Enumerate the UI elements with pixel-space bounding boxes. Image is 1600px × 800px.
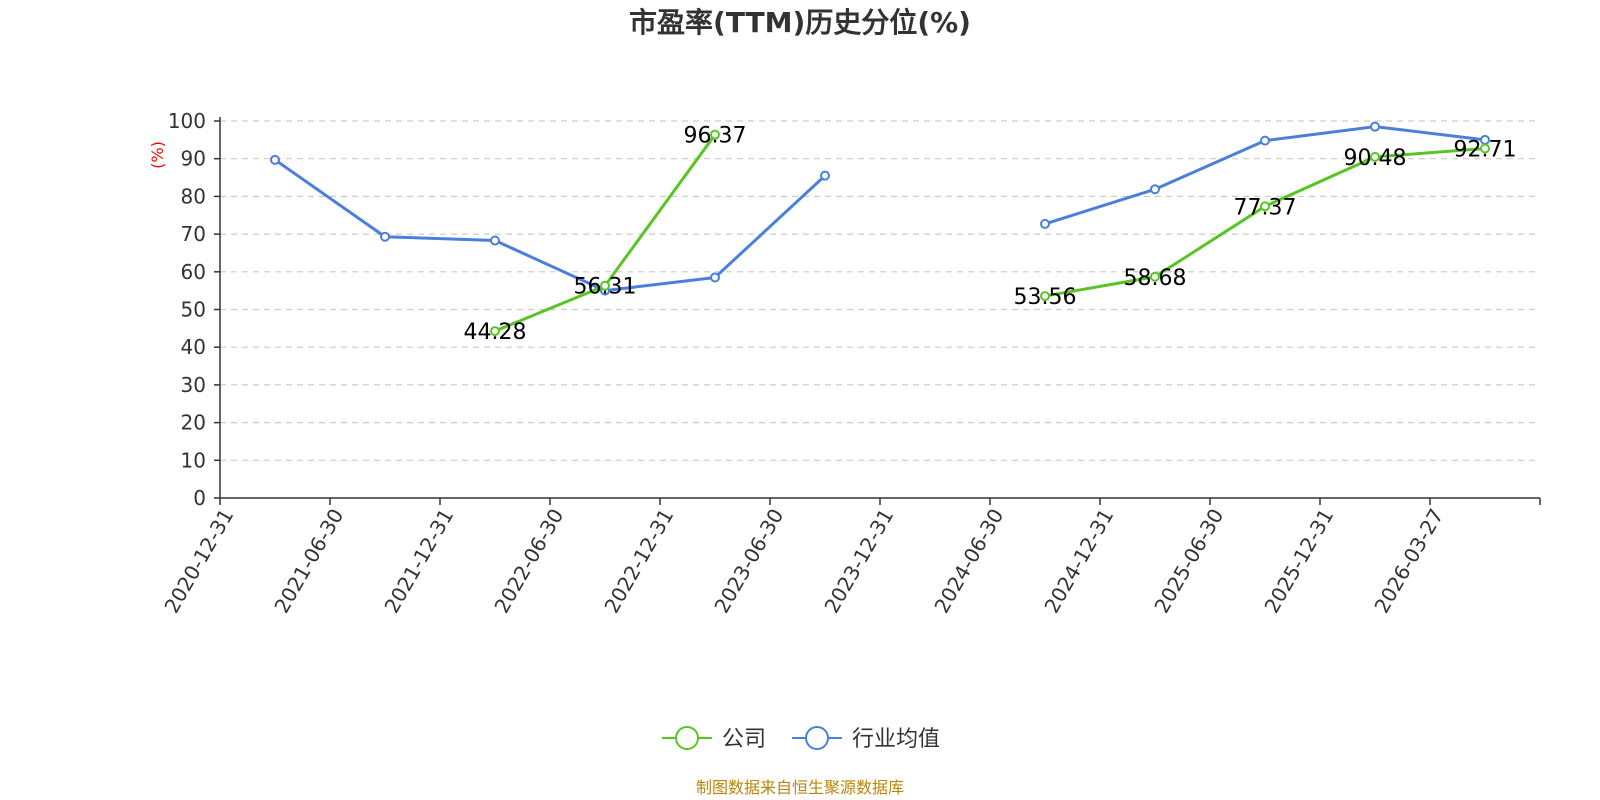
series-0-point-2021-12-31[interactable] bbox=[490, 326, 500, 337]
grid-lines bbox=[220, 120, 1540, 461]
series-0-point-2022-12-31[interactable] bbox=[710, 129, 720, 140]
y-tick-label-100: 100 bbox=[168, 109, 206, 133]
x-tick-label-2025-06-30: 2025-06-30 bbox=[1149, 505, 1228, 618]
x-tick-label-2026-03-27: 2026-03-27 bbox=[1369, 505, 1448, 618]
series-1 bbox=[270, 121, 1490, 296]
series-0-point-2026-03-27[interactable] bbox=[1480, 143, 1490, 154]
x-tick-label-2021-12-31: 2021-12-31 bbox=[379, 505, 458, 618]
data-label-2022-06-30: 56.31 bbox=[574, 275, 637, 300]
legend-item-0[interactable]: 公司 bbox=[662, 726, 766, 752]
series-1-point-2020-12-31[interactable] bbox=[270, 154, 280, 165]
x-tick-label-2024-06-30: 2024-06-30 bbox=[929, 505, 1008, 618]
series-1-point-2025-06-30[interactable] bbox=[1260, 135, 1270, 146]
x-tick-label-2023-12-31: 2023-12-31 bbox=[819, 505, 898, 618]
y-tick-label-30: 30 bbox=[181, 373, 206, 397]
legend[interactable]: 公司 行业均值 bbox=[662, 726, 940, 752]
y-tick-label-50: 50 bbox=[181, 298, 206, 322]
legend-label-1: 行业均值 bbox=[852, 727, 940, 752]
series-0-line-segment-0 bbox=[494, 133, 717, 333]
series-0-point-2025-06-30[interactable] bbox=[1260, 201, 1270, 212]
y-tick-label-60: 60 bbox=[181, 260, 206, 284]
x-tick-label-2025-12-31: 2025-12-31 bbox=[1259, 505, 1338, 618]
series-1-point-2022-12-31[interactable] bbox=[710, 272, 720, 283]
x-tick-label-2024-12-31: 2024-12-31 bbox=[1039, 505, 1118, 618]
data-label-2026-03-27: 92.71 bbox=[1454, 137, 1517, 162]
axes: 0 10 20 30 40 50 60 70 80 90 100 2020-12-31 2021-06-… bbox=[159, 109, 1541, 618]
chart-title: 市盈率(TTM)历史分位(%) bbox=[629, 6, 971, 39]
legend-item-1[interactable]: 行业均值 bbox=[792, 726, 940, 752]
data-label-2025-06-30: 77.37 bbox=[1234, 195, 1297, 220]
series-0 bbox=[490, 129, 1490, 337]
y-tick-label-80: 80 bbox=[181, 184, 206, 208]
series-1-point-2025-12-31[interactable] bbox=[1370, 121, 1380, 132]
data-label-2022-12-31: 96.37 bbox=[684, 124, 747, 149]
y-tick-label-20: 20 bbox=[181, 411, 206, 435]
y-tick-label-40: 40 bbox=[181, 335, 206, 359]
legend-marker-1 bbox=[805, 726, 829, 750]
series-1-line-segment-0 bbox=[274, 158, 827, 293]
source-note: 制图数据来自恒生聚源数据库 bbox=[696, 778, 904, 797]
y-tick-label-90: 90 bbox=[181, 147, 206, 171]
series-0-point-2022-06-30[interactable] bbox=[600, 280, 610, 291]
series-1-point-2021-06-30[interactable] bbox=[380, 231, 390, 242]
legend-label-0: 公司 bbox=[722, 727, 766, 752]
legend-marker-0 bbox=[675, 726, 699, 750]
series-1-point-2024-12-31[interactable] bbox=[1150, 184, 1160, 195]
x-tick-label-2022-06-30: 2022-06-30 bbox=[489, 505, 568, 618]
data-labels-group: 44.28 56.31 96.37 53.56 58.68 77.37 90.48 92.71 bbox=[464, 124, 1517, 345]
series-group bbox=[270, 121, 1490, 337]
series-1-point-2024-06-30[interactable] bbox=[1040, 218, 1050, 229]
data-label-2024-12-31: 58.68 bbox=[1124, 266, 1187, 291]
y-tick-label-10: 10 bbox=[181, 448, 206, 472]
series-0-point-2025-12-31[interactable] bbox=[1370, 151, 1380, 162]
x-tick-label-2022-12-31: 2022-12-31 bbox=[599, 505, 678, 618]
series-1-point-2021-12-31[interactable] bbox=[490, 235, 500, 246]
data-label-2025-12-31: 90.48 bbox=[1344, 146, 1407, 171]
series-1-point-2023-06-30[interactable] bbox=[820, 170, 830, 181]
data-label-2024-06-30: 53.56 bbox=[1014, 285, 1077, 310]
series-0-point-2024-06-30[interactable] bbox=[1040, 291, 1050, 302]
x-tick-label-2020-12-31: 2020-12-31 bbox=[159, 505, 238, 618]
series-0-point-2024-12-31[interactable] bbox=[1150, 271, 1160, 282]
series-0-line-segment-1 bbox=[1044, 146, 1486, 298]
x-tick-label-2023-06-30: 2023-06-30 bbox=[709, 505, 788, 618]
y-tick-label-70: 70 bbox=[181, 222, 206, 246]
data-label-2021-12-31: 44.28 bbox=[464, 320, 527, 345]
x-tick-label-2021-06-30: 2021-06-30 bbox=[269, 505, 348, 618]
y-axis-unit-label: (%) bbox=[148, 141, 167, 169]
y-tick-label-0: 0 bbox=[193, 486, 206, 510]
